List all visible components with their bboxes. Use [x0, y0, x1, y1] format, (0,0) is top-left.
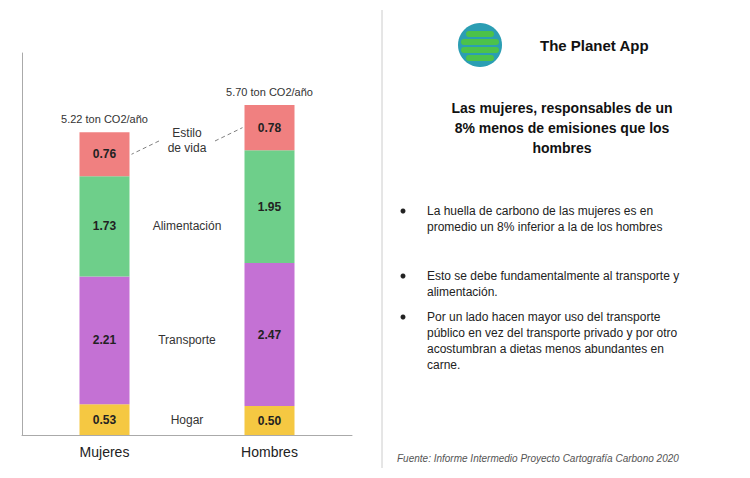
svg-text:5.22 ton CO2/año: 5.22 ton CO2/año: [61, 113, 148, 125]
svg-text:Estilo: Estilo: [172, 126, 202, 140]
svg-text:La huella de carbono de las mu: La huella de carbono de las mujeres es e…: [427, 204, 653, 218]
svg-text:público en vez del transporte: público en vez del transporte privado y …: [427, 326, 677, 340]
svg-text:0.50: 0.50: [258, 414, 282, 428]
svg-text:alimentación.: alimentación.: [427, 285, 498, 299]
svg-text:Hogar: Hogar: [171, 413, 204, 427]
svg-text:promedio un 8% inferior a la d: promedio un 8% inferior a la de los homb…: [427, 220, 662, 234]
svg-text:2.21: 2.21: [93, 333, 117, 347]
svg-text:Transporte: Transporte: [158, 333, 216, 347]
svg-text:Mujeres: Mujeres: [80, 444, 130, 460]
svg-text:2.47: 2.47: [258, 328, 282, 342]
svg-text:5.70 ton CO2/año: 5.70 ton CO2/año: [226, 86, 313, 98]
svg-text:0.76: 0.76: [93, 147, 117, 161]
svg-text:0.78: 0.78: [258, 121, 282, 135]
svg-text:1.95: 1.95: [258, 200, 282, 214]
svg-text:8% menos de emisiones que los: 8% menos de emisiones que los: [455, 120, 670, 136]
svg-text:Por un lado hacen mayor uso de: Por un lado hacen mayor uso del transpor…: [427, 310, 661, 324]
svg-text:Esto se debe fundamentalmente: Esto se debe fundamentalmente al transpo…: [427, 269, 679, 283]
svg-text:Las mujeres, responsables de u: Las mujeres, responsables de un: [452, 100, 673, 116]
svg-text:Alimentación: Alimentación: [153, 219, 222, 233]
svg-text:1.73: 1.73: [93, 219, 117, 233]
svg-text:Hombres: Hombres: [241, 444, 298, 460]
svg-text:de vida: de vida: [168, 141, 207, 155]
svg-text:acostumbran a dietas menos abu: acostumbran a dietas menos abundantes en: [427, 342, 664, 356]
svg-text:Fuente: Informe Intermedio Pro: Fuente: Informe Intermedio Proyecto Cart…: [397, 453, 679, 464]
svg-text:0.53: 0.53: [93, 413, 117, 427]
svg-text:carne.: carne.: [427, 358, 460, 372]
svg-text:hombres: hombres: [532, 140, 591, 156]
svg-text:The Planet App: The Planet App: [540, 37, 649, 54]
